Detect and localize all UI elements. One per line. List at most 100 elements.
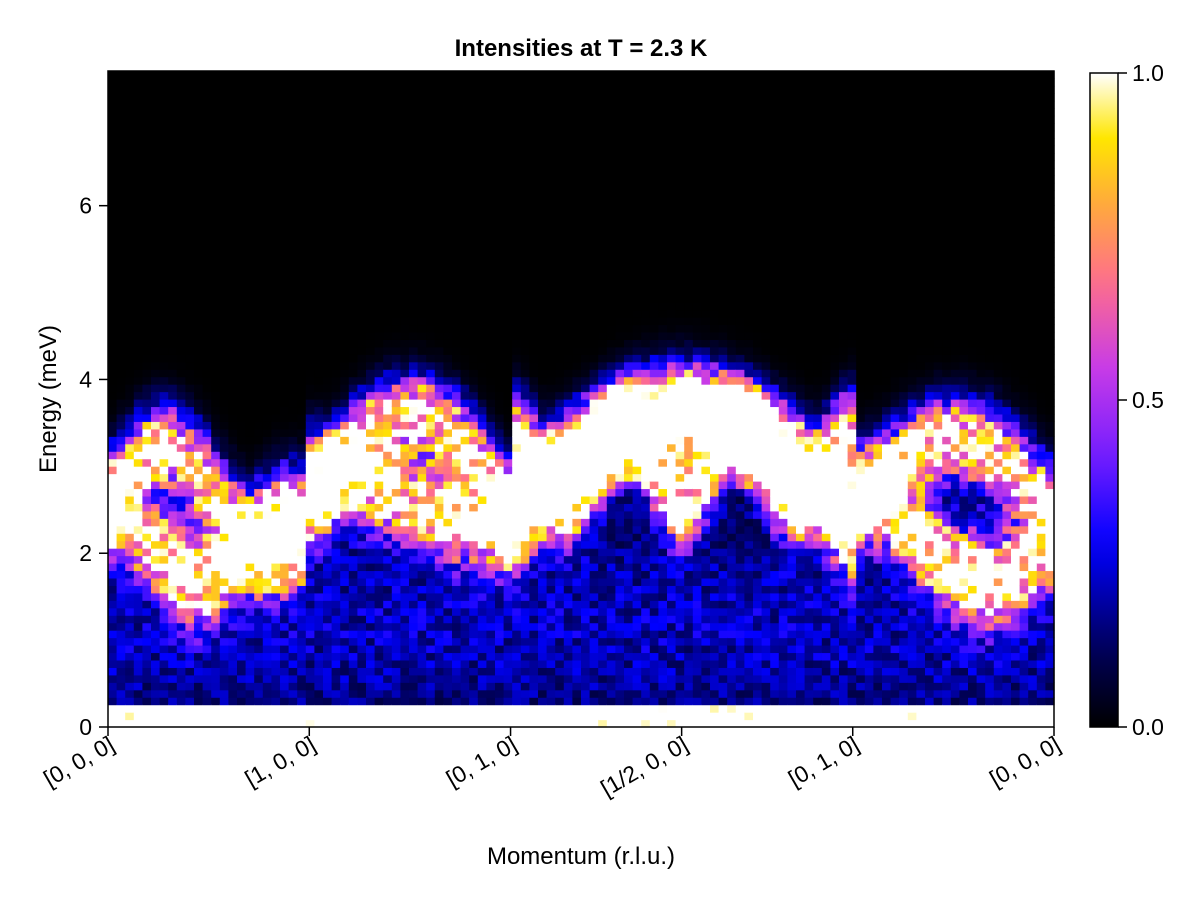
heatmap-cell	[581, 607, 591, 616]
heatmap-cell	[503, 369, 513, 378]
heatmap-cell	[391, 495, 401, 504]
heatmap-cell	[116, 577, 126, 586]
heatmap-cell	[486, 160, 496, 169]
heatmap-cell	[383, 413, 393, 422]
heatmap-cell	[538, 615, 548, 624]
heatmap-cell	[237, 317, 247, 326]
heatmap-cell	[202, 242, 212, 251]
heatmap-cell	[280, 182, 290, 191]
heatmap-cell	[297, 421, 307, 430]
heatmap-cell	[374, 503, 384, 512]
heatmap-cell	[417, 652, 427, 661]
heatmap-cell	[202, 78, 212, 87]
heatmap-cell	[348, 704, 358, 713]
heatmap-cell	[417, 458, 427, 467]
heatmap-cell	[563, 100, 573, 109]
heatmap-cell	[142, 317, 152, 326]
heatmap-cell	[357, 645, 367, 654]
heatmap-cell	[572, 645, 582, 654]
heatmap-cell	[323, 637, 333, 646]
heatmap-cell	[357, 600, 367, 609]
heatmap-cell	[168, 331, 178, 340]
heatmap-cell	[538, 570, 548, 579]
heatmap-cell	[116, 652, 126, 661]
heatmap-cell	[297, 637, 307, 646]
heatmap-cell	[452, 533, 462, 542]
heatmap-cell	[495, 100, 505, 109]
heatmap-cell	[133, 175, 143, 184]
heatmap-cell	[495, 138, 505, 147]
heatmap-cell	[374, 249, 384, 258]
heatmap-cell	[262, 637, 272, 646]
heatmap-cell	[443, 93, 453, 102]
heatmap-cell	[262, 235, 272, 244]
heatmap-cell	[228, 548, 238, 557]
heatmap-cell	[340, 443, 350, 452]
heatmap-cell	[477, 443, 487, 452]
heatmap-cell	[495, 220, 505, 229]
heatmap-cell	[495, 160, 505, 169]
heatmap-cell	[271, 682, 281, 691]
heatmap-cell	[219, 458, 229, 467]
heatmap-cell	[142, 287, 152, 296]
heatmap-cell	[512, 481, 522, 490]
heatmap-cell	[555, 458, 565, 467]
heatmap-cell	[142, 138, 152, 147]
heatmap-cell	[520, 645, 530, 654]
heatmap-cell	[108, 145, 118, 154]
heatmap-cell	[262, 138, 272, 147]
heatmap-cell	[331, 227, 341, 236]
heatmap-cell	[529, 197, 539, 206]
heatmap-cell	[116, 697, 126, 706]
heatmap-cell	[331, 555, 341, 564]
heatmap-cell	[340, 93, 350, 102]
heatmap-cell	[323, 227, 333, 236]
heatmap-cell	[176, 615, 186, 624]
heatmap-cell	[340, 361, 350, 370]
heatmap-cell	[374, 510, 384, 519]
heatmap-cell	[520, 212, 530, 221]
heatmap-cell	[176, 235, 186, 244]
heatmap-cell	[486, 652, 496, 661]
heatmap-cell	[228, 264, 238, 273]
heatmap-cell	[254, 71, 264, 80]
heatmap-cell	[125, 421, 135, 430]
heatmap-cell	[297, 659, 307, 668]
heatmap-cell	[409, 488, 419, 497]
heatmap-cell	[426, 71, 436, 80]
heatmap-cell	[512, 220, 522, 229]
heatmap-cell	[288, 227, 298, 236]
heatmap-cell	[314, 138, 324, 147]
heatmap-cell	[529, 302, 539, 311]
heatmap-cell	[219, 197, 229, 206]
heatmap-cell	[400, 719, 410, 728]
heatmap-cell	[469, 406, 479, 415]
heatmap-cell	[331, 458, 341, 467]
heatmap-cell	[271, 369, 281, 378]
heatmap-cell	[555, 100, 565, 109]
heatmap-cell	[271, 249, 281, 258]
heatmap-cell	[400, 100, 410, 109]
heatmap-cell	[409, 331, 419, 340]
heatmap-cell	[168, 249, 178, 258]
heatmap-cell	[546, 413, 556, 422]
heatmap-cell	[271, 630, 281, 639]
heatmap-cell	[409, 607, 419, 616]
heatmap-cell	[297, 622, 307, 631]
heatmap-cell	[297, 384, 307, 393]
heatmap-cell	[366, 249, 376, 258]
heatmap-cell	[116, 339, 126, 348]
heatmap-cell	[219, 100, 229, 109]
heatmap-cell	[211, 227, 221, 236]
heatmap-cell	[409, 287, 419, 296]
heatmap-cell	[133, 674, 143, 683]
heatmap-cell	[108, 697, 118, 706]
heatmap-cell	[288, 667, 298, 676]
heatmap-cell	[495, 115, 505, 124]
heatmap-cell	[271, 145, 281, 154]
heatmap-cell	[538, 115, 548, 124]
heatmap-cell	[538, 249, 548, 258]
heatmap-cell	[340, 257, 350, 266]
heatmap-cell	[142, 331, 152, 340]
heatmap-cell	[159, 443, 169, 452]
